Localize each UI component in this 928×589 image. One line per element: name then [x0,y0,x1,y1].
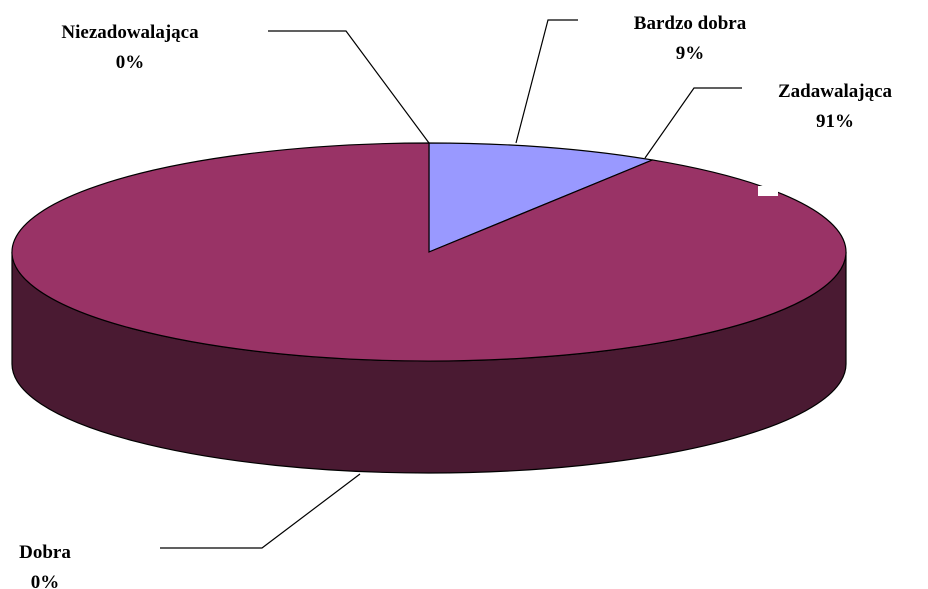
pie-top-face [11,142,847,362]
label-niezadowalajaca: Niezadowalająca [61,22,199,43]
edge-notch [758,186,778,196]
leader-line-niezadowalajaca [268,30,430,144]
pie-slice-zadawalająca [11,142,847,362]
leader-line-zadawalajaca [644,87,742,159]
pct-zadawalajaca: 91% [816,111,854,132]
label-dobra: Dobra [19,542,71,563]
leader-line-dobra [160,473,361,549]
label-zadawalajaca: Zadawalająca [778,81,893,102]
pie-slice-bardzo-dobra [428,142,655,253]
pct-dobra: 0% [31,572,60,589]
pct-bardzo-dobra: 9% [676,43,705,64]
leader-line-bardzo-dobra [515,19,578,144]
pct-niezadowalajaca: 0% [116,52,145,73]
label-bardzo-dobra: Bardzo dobra [634,13,747,34]
